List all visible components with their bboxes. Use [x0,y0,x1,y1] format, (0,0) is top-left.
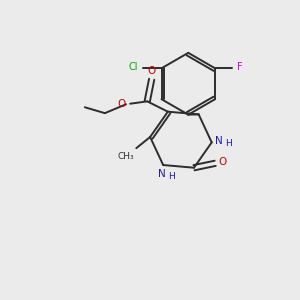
Text: H: H [225,140,232,148]
Text: O: O [148,66,156,76]
Text: N: N [215,136,223,146]
Text: O: O [218,157,226,167]
Text: N: N [158,169,166,178]
Text: F: F [237,62,243,72]
Text: Cl: Cl [128,62,138,72]
Text: CH₃: CH₃ [117,152,134,161]
Text: H: H [169,172,175,182]
Text: O: O [118,99,126,109]
